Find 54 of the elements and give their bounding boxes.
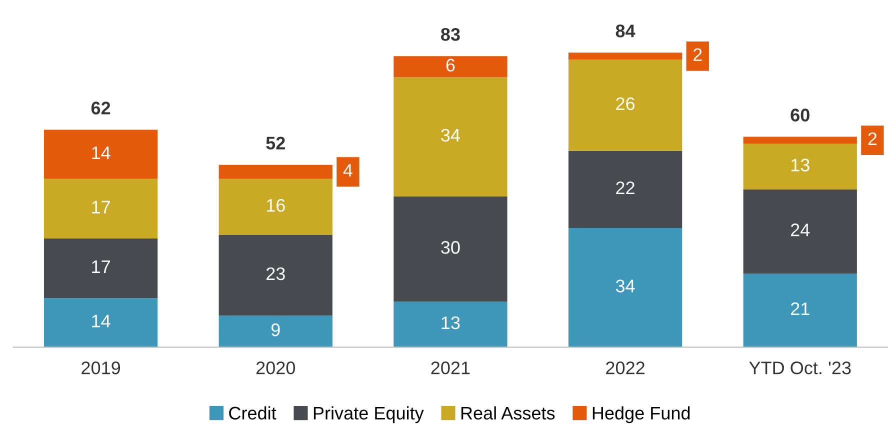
data-label: 34	[616, 280, 635, 292]
bar	[218, 234, 332, 316]
data-label: 13	[791, 158, 810, 172]
bar	[44, 238, 158, 298]
bar	[218, 178, 332, 235]
total-label: 52	[266, 136, 285, 150]
bar	[218, 316, 332, 348]
legend-label: Real Assets	[461, 406, 555, 420]
bar	[568, 60, 682, 151]
bar	[394, 56, 508, 78]
bar	[743, 144, 857, 190]
data-label: 17	[92, 200, 110, 214]
data-label: 30	[441, 241, 460, 254]
bar	[394, 302, 508, 348]
total-label: 84	[616, 24, 636, 38]
legend-label: Hedge Fund	[592, 406, 690, 424]
bar	[743, 274, 857, 348]
legend-label: Credit	[229, 406, 276, 420]
total-label: 62	[91, 102, 110, 114]
x-tick-label: YTD Oct. '23	[749, 362, 851, 374]
data-label: 21	[790, 302, 810, 316]
data-label: 13	[442, 316, 460, 330]
data-label: 9	[271, 323, 280, 336]
data-label: 14	[92, 146, 110, 160]
x-tick-label: 2019	[82, 362, 120, 374]
bar	[394, 196, 508, 302]
total-label: 83	[440, 28, 460, 41]
data-label: 17	[92, 260, 110, 273]
bar	[394, 77, 508, 196]
data-label: 16	[266, 198, 285, 212]
bar	[44, 178, 158, 238]
data-label: 23	[266, 267, 285, 280]
data-label: 4	[343, 164, 352, 177]
x-tick-label: 2022	[606, 362, 644, 374]
bar	[568, 52, 682, 60]
x-tick-label: 2021	[431, 362, 470, 374]
x-tick-label: 2020	[256, 362, 296, 374]
data-label: 2	[694, 48, 702, 61]
data-label: 2	[868, 132, 877, 145]
data-label: 22	[616, 181, 634, 194]
bar	[743, 136, 857, 144]
data-label: 14	[92, 314, 110, 328]
data-label: 34	[441, 128, 460, 142]
legend-label: Private Equity	[314, 406, 424, 424]
data-label: 6	[446, 58, 455, 72]
bar	[44, 130, 158, 179]
bar	[44, 298, 158, 348]
total-label: 60	[790, 108, 810, 122]
bar	[743, 189, 857, 274]
data-label: 24	[790, 224, 810, 236]
bar	[568, 228, 682, 348]
data-label: 26	[616, 97, 635, 110]
bar	[568, 150, 682, 228]
bar	[218, 164, 332, 179]
